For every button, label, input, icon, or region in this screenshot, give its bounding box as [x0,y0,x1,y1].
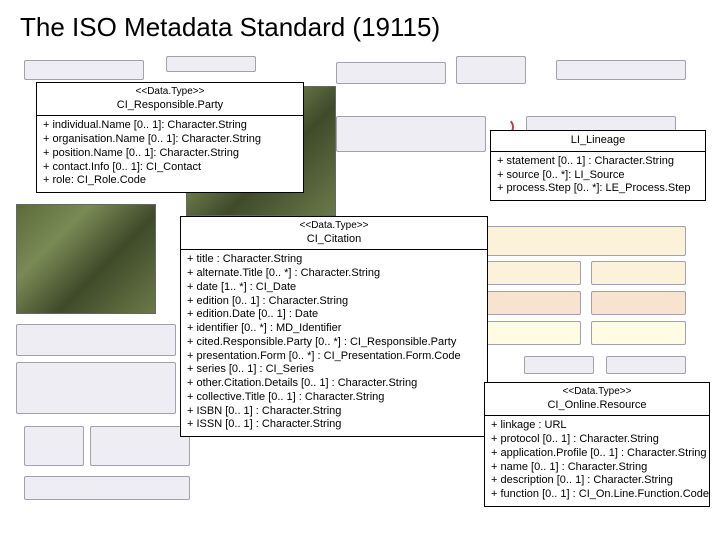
class-header: <<Data.Type>> CI_Responsible.Party [37,83,303,116]
class-attribute: + protocol [0.. 1] : Character.String [491,433,703,447]
stereotype: <<Data.Type>> [187,220,481,233]
class-attribute: + process.Step [0.. *]: LE_Process.Step [497,182,699,196]
stereotype: <<Data.Type>> [43,86,297,99]
uml-class-lineage: LI_Lineage + statement [0.. 1] : Charact… [490,130,706,201]
class-attribute: + contact.Info [0.. 1]: CI_Contact [43,161,297,175]
class-attribute: + statement [0.. 1] : Character.String [497,155,699,169]
class-body: + linkage : URL+ protocol [0.. 1] : Char… [485,416,709,506]
class-attribute: + linkage : URL [491,419,703,433]
class-header: LI_Lineage [491,131,705,152]
class-attribute: + role: CI_Role.Code [43,174,297,188]
class-attribute: + ISSN [0.. 1] : Character.String [187,418,481,432]
class-attribute: + description [0.. 1] : Character.String [491,474,703,488]
class-attribute: + edition [0.. 1] : Character.String [187,295,481,309]
class-attribute: + other.Citation.Details [0.. 1] : Chara… [187,377,481,391]
class-attribute: + presentation.Form [0.. *] : CI_Present… [187,350,481,364]
class-body: + title : Character.String+ alternate.Ti… [181,250,487,436]
class-attribute: + source [0.. *]: LI_Source [497,169,699,183]
class-attribute: + series [0.. 1] : CI_Series [187,363,481,377]
class-attribute: + edition.Date [0.. 1] : Date [187,308,481,322]
class-attribute: + position.Name [0.. 1]: Character.Strin… [43,147,297,161]
uml-class-online-resource: <<Data.Type>> CI_Online.Resource + linka… [484,382,710,507]
class-name: CI_Online.Resource [491,399,703,413]
class-attribute: + organisation.Name [0.. 1]: Character.S… [43,133,297,147]
class-attribute: + collective.Title [0.. 1] : Character.S… [187,391,481,405]
class-name: CI_Citation [187,233,481,247]
class-name: CI_Responsible.Party [43,99,297,113]
class-attribute: + individual.Name [0.. 1]: Character.Str… [43,119,297,133]
class-attribute: + date [1.. *] : CI_Date [187,281,481,295]
stereotype: <<Data.Type>> [491,386,703,399]
class-name: LI_Lineage [497,134,699,148]
class-attribute: + function [0.. 1] : CI_On.Line.Function… [491,488,703,502]
uml-class-citation: <<Data.Type>> CI_Citation + title : Char… [180,216,488,437]
uml-class-responsible-party: <<Data.Type>> CI_Responsible.Party + ind… [36,82,304,193]
slide-title: The ISO Metadata Standard (19115) [20,12,440,43]
class-body: + individual.Name [0.. 1]: Character.Str… [37,116,303,192]
class-attribute: + application.Profile [0.. 1] : Characte… [491,447,703,461]
class-attribute: + title : Character.String [187,253,481,267]
class-attribute: + identifier [0.. *] : MD_Identifier [187,322,481,336]
class-header: <<Data.Type>> CI_Citation [181,217,487,250]
class-attribute: + name [0.. 1] : Character.String [491,461,703,475]
class-attribute: + ISBN [0.. 1] : Character.String [187,405,481,419]
class-header: <<Data.Type>> CI_Online.Resource [485,383,709,416]
class-attribute: + cited.Responsible.Party [0.. *] : CI_R… [187,336,481,350]
class-attribute: + alternate.Title [0.. *] : Character.St… [187,267,481,281]
class-body: + statement [0.. 1] : Character.String+ … [491,152,705,200]
